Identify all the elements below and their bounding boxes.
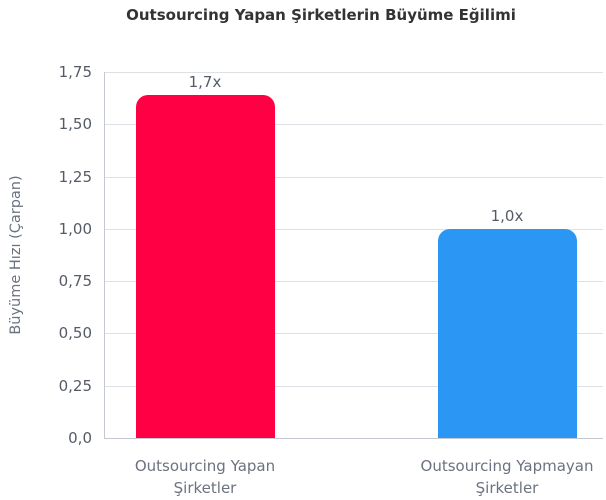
y-axis-line	[104, 72, 105, 438]
y-axis-label: Büyüme Hızı (Çarpan)	[8, 175, 24, 335]
x-category-label: Outsourcing Yapmayan Şirketler	[407, 455, 606, 499]
y-tick-label: 0,50	[58, 324, 92, 343]
x-category-label-line: Şirketler	[173, 479, 237, 497]
x-axis-line	[104, 438, 603, 439]
chart-title: Outsourcing Yapan Şirketlerin Büyüme Eği…	[126, 6, 516, 24]
gridline	[104, 333, 603, 335]
gridline	[104, 72, 603, 73]
gridline	[104, 176, 603, 178]
y-tick-label: 1,50	[58, 115, 92, 134]
gridline	[104, 385, 603, 387]
plot-area: 1,7x 1,0x	[104, 72, 603, 439]
y-tick-label: 0,75	[58, 272, 92, 291]
y-tick-label: 0,25	[58, 376, 92, 395]
y-tick-label: 1,75	[58, 63, 92, 81]
x-category-label: Outsourcing Yapan Şirketler	[105, 455, 305, 499]
gridline	[104, 228, 603, 230]
y-tick-label: 0,0	[68, 429, 92, 447]
y-tick-label: 1,00	[58, 219, 92, 238]
y-tick-label: 1,25	[58, 167, 92, 186]
bar-value-label: 1,7x	[188, 73, 222, 91]
gridline	[104, 281, 603, 283]
bar-1[interactable]	[135, 95, 275, 438]
bar-value-label: 1,0x	[490, 206, 524, 225]
x-category-label-line: Outsourcing Yapan	[134, 457, 276, 475]
gridline	[104, 124, 603, 126]
x-category-label-line: Outsourcing Yapmayan	[420, 457, 594, 475]
x-category-label-line: Şirketler	[475, 479, 539, 497]
bar-2[interactable]	[437, 228, 577, 438]
